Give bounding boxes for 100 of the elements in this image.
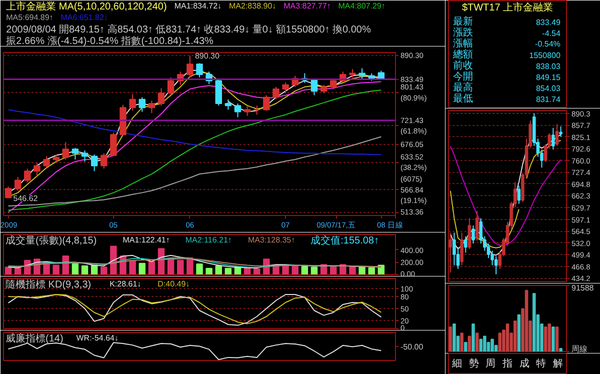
bar — [506, 324, 510, 352]
candlestick — [464, 236, 468, 254]
text: MA4:807.29↑ — [338, 2, 386, 10]
bar — [544, 326, 548, 352]
bar — [177, 260, 184, 274]
category-label: 前收 — [453, 60, 474, 72]
bar — [72, 264, 79, 274]
candlestick — [100, 152, 108, 170]
bar — [490, 338, 494, 352]
category-label: 漲跌 — [453, 26, 474, 38]
chart-title: 成交量(張數)(4,8,15) — [6, 234, 97, 246]
candlestick — [129, 93, 136, 112]
bar — [310, 266, 318, 274]
bar — [513, 320, 517, 352]
candlestick — [148, 100, 156, 114]
chart-subtitle: 2009/08/04 開849.15↑ 高854.03↑ 低831.74↑ 收833.49↓ 量0↓ 額1550800↑ 換0.00% 振2.66% 漲(-4.54)-0.54% 指數(-100.84)-1.43% — [6, 24, 371, 47]
candlestick — [72, 147, 79, 160]
bar — [483, 336, 486, 352]
bar — [368, 267, 375, 274]
text: MA3:827.77↑ — [284, 2, 331, 10]
candlestick — [475, 210, 479, 242]
candlestick — [167, 76, 174, 96]
bar — [524, 290, 528, 352]
text: MA6:651.82↓ — [60, 13, 108, 22]
text: 91588 — [572, 284, 594, 292]
text: 833.49 — [536, 18, 560, 27]
bar — [138, 262, 146, 274]
candlestick — [234, 103, 242, 118]
candlestick — [468, 218, 472, 250]
candlestick — [517, 185, 521, 204]
candlestick — [452, 232, 456, 266]
series-label: MA2:116.21↑ — [185, 236, 232, 244]
bar — [498, 332, 502, 352]
bar — [475, 332, 479, 352]
bar — [349, 266, 356, 274]
bar — [206, 268, 212, 274]
candlestick — [555, 124, 559, 146]
candlestick — [24, 168, 31, 183]
category-label: 最新 — [453, 16, 474, 28]
bar — [532, 292, 536, 352]
candlestick — [34, 162, 40, 177]
bar — [110, 246, 117, 274]
candlestick — [62, 142, 70, 160]
candlestick — [81, 150, 88, 162]
bar — [254, 268, 260, 274]
bar — [468, 336, 472, 352]
bar — [100, 266, 108, 274]
bar — [452, 324, 456, 352]
bar — [555, 326, 559, 352]
candlestick — [14, 176, 22, 192]
category-label: 解 — [553, 358, 564, 370]
candlestick — [215, 78, 222, 106]
candlestick — [272, 86, 280, 100]
text: MA1:834.72↓ — [174, 2, 222, 10]
candlestick — [196, 62, 203, 78]
bar — [460, 332, 464, 352]
text: $TWT17 上市金融業 — [462, 2, 554, 14]
bar — [244, 268, 251, 274]
text: 周線 — [572, 344, 588, 354]
bar — [4, 266, 12, 274]
annotation: 成交值:155.08↑ — [310, 234, 380, 246]
candlestick — [138, 96, 146, 112]
candlestick — [244, 106, 251, 116]
candlestick — [358, 68, 366, 80]
line-series — [8, 109, 382, 156]
candlestick — [158, 88, 165, 106]
text: -4.54 — [542, 29, 560, 38]
bar — [358, 266, 366, 274]
candlestick — [448, 232, 452, 273]
bar — [52, 264, 60, 274]
candlestick — [254, 105, 260, 116]
line-series — [8, 136, 382, 206]
candlestick — [552, 127, 555, 150]
bar — [224, 268, 232, 274]
category-label: 勢 — [468, 358, 479, 370]
text: 838.03 — [536, 62, 560, 71]
series-label: MA1:122.41↑ — [122, 236, 170, 244]
series-label: K:28.61↓ — [110, 280, 142, 288]
bar — [330, 266, 337, 274]
text: 854.03 — [536, 84, 560, 93]
category-label: 最低 — [453, 94, 474, 104]
bar — [148, 261, 156, 274]
candlestick — [559, 126, 562, 138]
text: MA3:128.35↑ — [248, 236, 296, 244]
candlestick — [43, 156, 50, 168]
chart-title: 上市金融業 MA(5,10,20,60,120,240) — [6, 0, 167, 12]
text: -50.00 — [400, 342, 424, 352]
category-label: 今開 — [453, 70, 474, 82]
series-label: D:40.49↓ — [158, 280, 190, 288]
category-label: 指 — [502, 358, 512, 370]
candlestick — [460, 232, 464, 266]
bar — [14, 268, 22, 274]
text: MA2:838.90↓ — [229, 2, 276, 10]
category-label: 細 — [450, 358, 462, 370]
chart-title: 威廉指標(14) — [6, 332, 64, 344]
category-label: 最高 — [453, 82, 474, 94]
candlestick — [310, 78, 318, 96]
bar — [552, 326, 555, 352]
text: 831.74 — [536, 95, 560, 104]
text: MA5:694.89↑ — [6, 13, 54, 22]
